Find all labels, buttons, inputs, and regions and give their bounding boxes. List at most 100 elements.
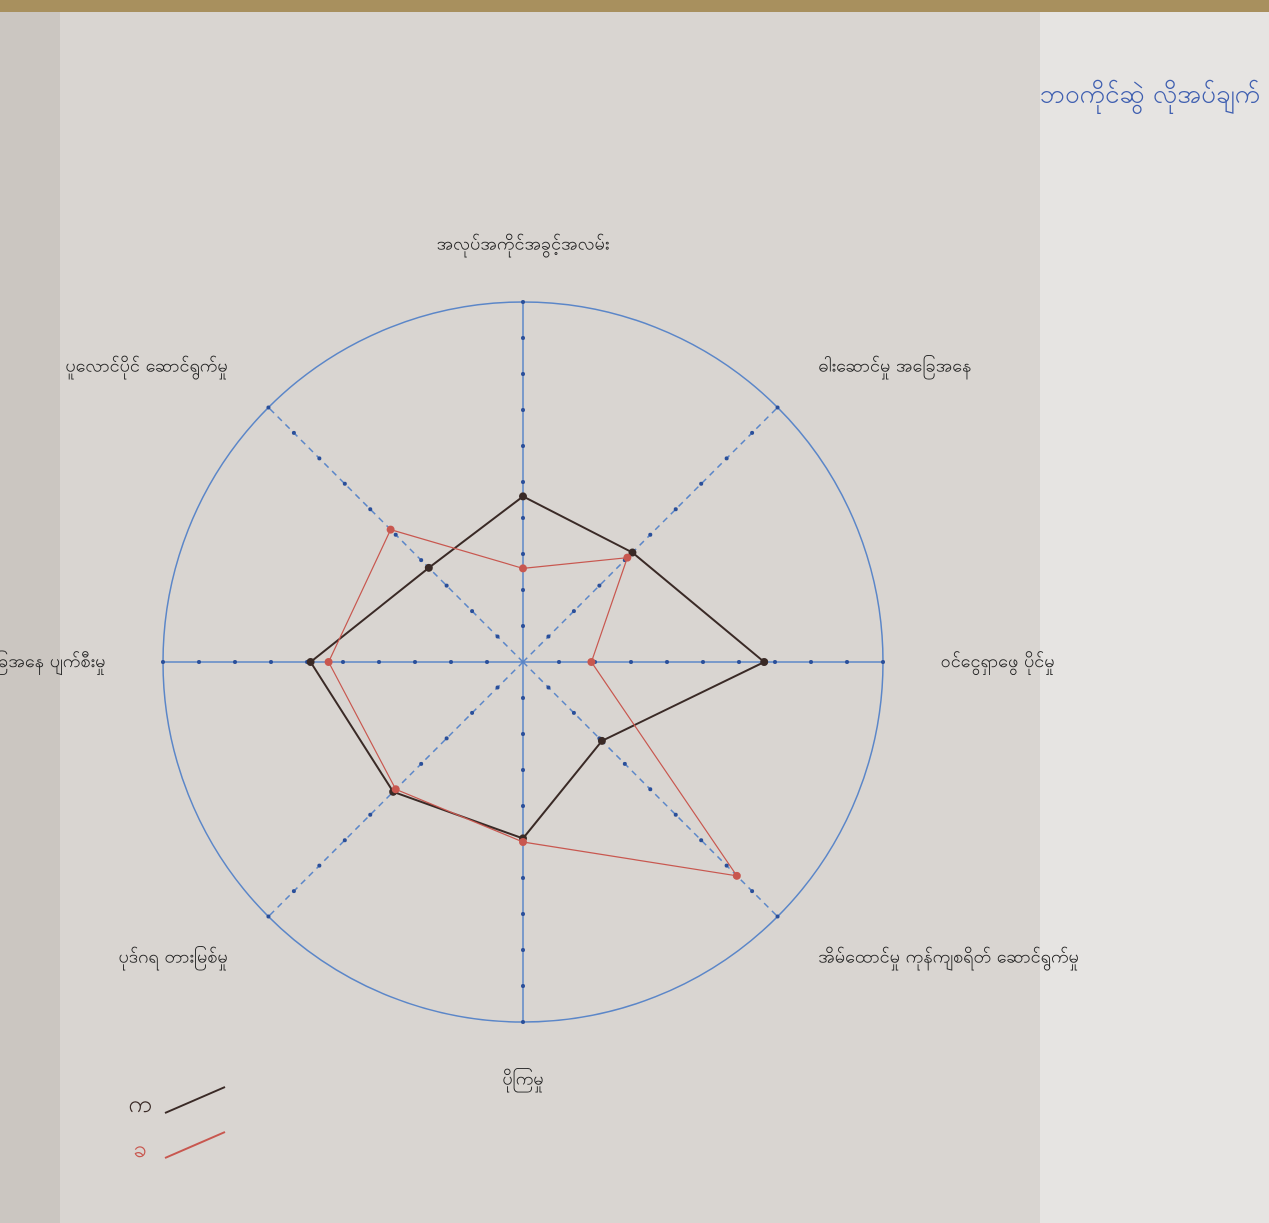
tick-dot: [674, 507, 678, 511]
legend-label: ခ: [133, 1135, 147, 1163]
tick-dot: [496, 635, 500, 639]
tick-dot: [266, 915, 270, 919]
tick-dot: [750, 431, 754, 435]
tick-dot: [343, 838, 347, 842]
tick-dot: [292, 431, 296, 435]
tick-dot: [266, 405, 270, 409]
vertex: [387, 526, 395, 534]
tick-dot: [521, 984, 525, 988]
tick-dot: [557, 660, 561, 664]
axis-label: အလုပ်အကိုင်အခွင့်အလမ်း: [437, 233, 610, 257]
tick-dot: [341, 660, 345, 664]
tick-dot: [750, 889, 754, 893]
tick-dot: [674, 813, 678, 817]
tick-dot: [485, 660, 489, 664]
chart: ဘဝကိုင်ဆွဲ လိုအပ်ချက် အလုပ်အကိုင်အခွင့်အ…: [0, 0, 1269, 1223]
tick-dot: [521, 948, 525, 952]
side-paper: [1040, 10, 1269, 1223]
tick-dot: [368, 507, 372, 511]
tick-dot: [197, 660, 201, 664]
tick-dot: [269, 660, 273, 664]
tick-dot: [597, 584, 601, 588]
tick-dot: [773, 660, 777, 664]
tick-dot: [377, 660, 381, 664]
axis-label: အိမ်ထောင်မှု ကုန်ကျစရိတ် ဆောင်ရွက်မှု: [818, 946, 1079, 970]
vertex: [519, 492, 527, 500]
tick-dot: [521, 516, 525, 520]
tick-dot: [521, 624, 525, 628]
tick-dot: [521, 336, 525, 340]
tick-dot: [470, 711, 474, 715]
tick-dot: [521, 372, 525, 376]
tick-dot: [419, 762, 423, 766]
tick-dot: [521, 876, 525, 880]
tick-dot: [161, 660, 165, 664]
tick-dot: [881, 660, 885, 664]
tick-dot: [521, 1020, 525, 1024]
vertex: [623, 554, 631, 562]
tick-dot: [521, 912, 525, 916]
tick-dot: [343, 482, 347, 486]
tick-dot: [470, 609, 474, 613]
tick-dot: [521, 804, 525, 808]
tick-dot: [629, 660, 633, 664]
tick-dot: [521, 732, 525, 736]
vertex: [325, 658, 333, 666]
tick-dot: [521, 768, 525, 772]
tick-dot: [725, 864, 729, 868]
tick-dot: [572, 609, 576, 613]
tick-dot: [809, 660, 813, 664]
tick-dot: [317, 456, 321, 460]
tick-dot: [701, 660, 705, 664]
axis-label: ဝင်ငွေရှာဖွေ ပိုင်မှု: [941, 651, 1055, 675]
axis-label: ဓါးဆောင်မှု အခြေအနေ: [818, 355, 971, 380]
tick-dot: [699, 482, 703, 486]
tick-dot: [546, 635, 550, 639]
tick-dot: [413, 660, 417, 664]
paper: [60, 10, 1040, 1223]
tick-dot: [292, 889, 296, 893]
axis-label: ထုတ်ကုန် ကုန်ကျ အခြေအနေ ပျက်စီးမှု: [0, 650, 105, 675]
tick-dot: [699, 838, 703, 842]
vertex: [425, 564, 433, 572]
axis-label: ပူလောင်ပိုင် ဆောင်ရွက်မှု: [65, 356, 227, 380]
tick-dot: [496, 685, 500, 689]
tick-dot: [665, 660, 669, 664]
tick-dot: [368, 813, 372, 817]
corner-note: ဘဝကိုင်ဆွဲ လိုအပ်ချက်: [1040, 79, 1261, 115]
photo: ဘဝကိုင်ဆွဲ လိုအပ်ချက် အလုပ်အကိုင်အခွင့်အ…: [0, 0, 1269, 1223]
tick-dot: [776, 405, 780, 409]
vertex: [519, 564, 527, 572]
tick-dot: [317, 864, 321, 868]
vertex: [307, 658, 315, 666]
tick-dot: [546, 685, 550, 689]
tick-dot: [776, 915, 780, 919]
tick-dot: [521, 300, 525, 304]
tick-dot: [419, 558, 423, 562]
tick-dot: [623, 762, 627, 766]
tick-dot: [521, 444, 525, 448]
tick-dot: [521, 552, 525, 556]
vertex: [392, 785, 400, 793]
tick-dot: [845, 660, 849, 664]
top-edge: [0, 0, 1269, 12]
tick-dot: [521, 696, 525, 700]
tick-dot: [648, 533, 652, 537]
tick-dot: [233, 660, 237, 664]
axis-label: ပုဒ်ဂရ တားမြစ်မှု: [118, 945, 227, 970]
tick-dot: [521, 480, 525, 484]
tick-dot: [521, 408, 525, 412]
tick-dot: [394, 533, 398, 537]
tick-dot: [572, 711, 576, 715]
tick-dot: [445, 584, 449, 588]
vertex: [519, 838, 527, 846]
vertex: [587, 658, 595, 666]
tick-dot: [725, 456, 729, 460]
tick-dot: [648, 787, 652, 791]
vertex: [733, 872, 741, 880]
tick-dot: [445, 736, 449, 740]
vertex: [760, 658, 768, 666]
legend-label: က: [128, 1090, 151, 1118]
vertex: [598, 737, 606, 745]
tick-dot: [521, 588, 525, 592]
